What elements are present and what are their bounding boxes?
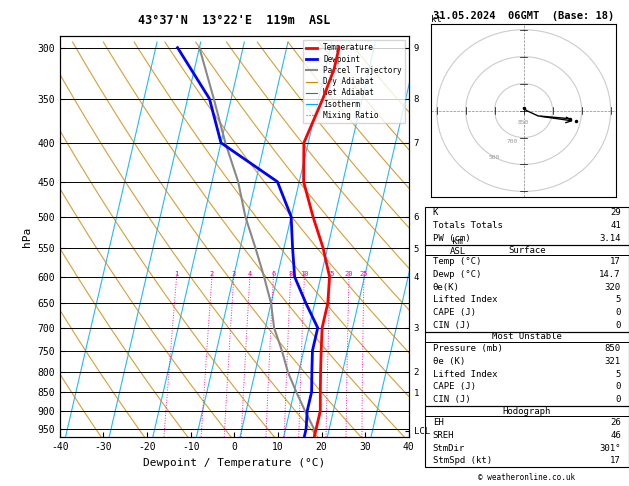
Text: θe (K): θe (K): [433, 357, 465, 366]
Text: 43°37'N  13°22'E  119m  ASL: 43°37'N 13°22'E 119m ASL: [138, 14, 330, 27]
Text: PW (cm): PW (cm): [433, 234, 470, 243]
Text: Lifted Index: Lifted Index: [433, 295, 498, 304]
Text: 26: 26: [610, 418, 621, 427]
Text: 850: 850: [604, 344, 621, 353]
Text: 15: 15: [326, 271, 335, 277]
Text: K: K: [433, 208, 438, 217]
Text: 301°: 301°: [599, 444, 621, 452]
Text: StmDir: StmDir: [433, 444, 465, 452]
Text: 8: 8: [289, 271, 292, 277]
Text: 321: 321: [604, 357, 621, 366]
Text: 17: 17: [610, 456, 621, 466]
Bar: [425, 244, 629, 331]
Text: CAPE (J): CAPE (J): [433, 308, 476, 317]
Text: CAPE (J): CAPE (J): [433, 382, 476, 391]
Bar: [425, 207, 629, 244]
Text: Temp (°C): Temp (°C): [433, 257, 481, 266]
Bar: [425, 255, 629, 256]
Text: 4: 4: [248, 271, 252, 277]
Text: EH: EH: [433, 418, 443, 427]
Text: Surface: Surface: [508, 245, 545, 255]
Text: SREH: SREH: [433, 431, 454, 440]
Text: StmSpd (kt): StmSpd (kt): [433, 456, 492, 466]
Text: θe(K): θe(K): [433, 282, 460, 292]
Bar: [425, 342, 629, 343]
Text: 5: 5: [615, 369, 621, 379]
Text: 320: 320: [604, 282, 621, 292]
Text: 0: 0: [615, 321, 621, 330]
Text: 700: 700: [506, 139, 518, 144]
Text: Dewp (°C): Dewp (°C): [433, 270, 481, 279]
Text: 17: 17: [610, 257, 621, 266]
X-axis label: Dewpoint / Temperature (°C): Dewpoint / Temperature (°C): [143, 458, 325, 468]
Text: 3.14: 3.14: [599, 234, 621, 243]
Text: Pressure (mb): Pressure (mb): [433, 344, 503, 353]
Text: 10: 10: [300, 271, 309, 277]
Legend: Temperature, Dewpoint, Parcel Trajectory, Dry Adiabat, Wet Adiabat, Isotherm, Mi: Temperature, Dewpoint, Parcel Trajectory…: [303, 40, 405, 123]
Y-axis label: km
ASL: km ASL: [450, 237, 465, 256]
Text: 0: 0: [615, 382, 621, 391]
Text: CIN (J): CIN (J): [433, 395, 470, 404]
Text: 29: 29: [610, 208, 621, 217]
Text: 46: 46: [610, 431, 621, 440]
Bar: [425, 406, 629, 467]
Text: 5: 5: [615, 295, 621, 304]
Text: Most Unstable: Most Unstable: [492, 332, 562, 341]
Y-axis label: hPa: hPa: [22, 227, 31, 247]
Text: 14.7: 14.7: [599, 270, 621, 279]
Text: 3: 3: [231, 271, 236, 277]
Text: 6: 6: [271, 271, 276, 277]
Text: 25: 25: [360, 271, 368, 277]
Text: 41: 41: [610, 221, 621, 230]
Text: 500: 500: [489, 155, 500, 160]
Text: Lifted Index: Lifted Index: [433, 369, 498, 379]
Text: 2: 2: [210, 271, 214, 277]
Text: kt: kt: [431, 15, 442, 24]
Text: 0: 0: [615, 395, 621, 404]
Bar: [425, 331, 629, 406]
Text: © weatheronline.co.uk: © weatheronline.co.uk: [478, 473, 576, 482]
Text: 31.05.2024  06GMT  (Base: 18): 31.05.2024 06GMT (Base: 18): [433, 11, 615, 21]
Text: 0: 0: [615, 308, 621, 317]
Text: 1: 1: [174, 271, 179, 277]
Text: Hodograph: Hodograph: [503, 407, 551, 416]
Text: CIN (J): CIN (J): [433, 321, 470, 330]
Text: 850: 850: [518, 120, 529, 125]
Text: 20: 20: [345, 271, 353, 277]
Text: Totals Totals: Totals Totals: [433, 221, 503, 230]
